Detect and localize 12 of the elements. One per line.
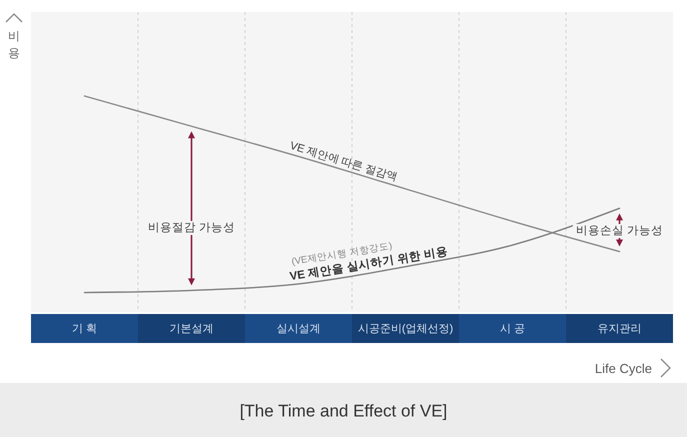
annotation: 비용절감 가능성 [148, 222, 236, 234]
x-tick-label: 기 획 [72, 323, 98, 335]
text: VE 제안에 따른 절감액 [288, 140, 399, 184]
x-tick-label: 시 공 [500, 323, 526, 335]
x-axis-title: Life Cycle [594, 361, 652, 376]
x-tick-label: 실시설계 [276, 323, 320, 335]
text: [The Time and Effect of VE] [240, 402, 448, 420]
y-axis-title: 비용 [8, 29, 20, 60]
x-tick-label: 기본설계 [170, 323, 214, 335]
x-tick-label: 시공준비(업체선정) [358, 323, 454, 335]
x-tick-label: 유지관리 [598, 323, 642, 335]
annotation: 비용손실 가능성 [576, 225, 664, 237]
